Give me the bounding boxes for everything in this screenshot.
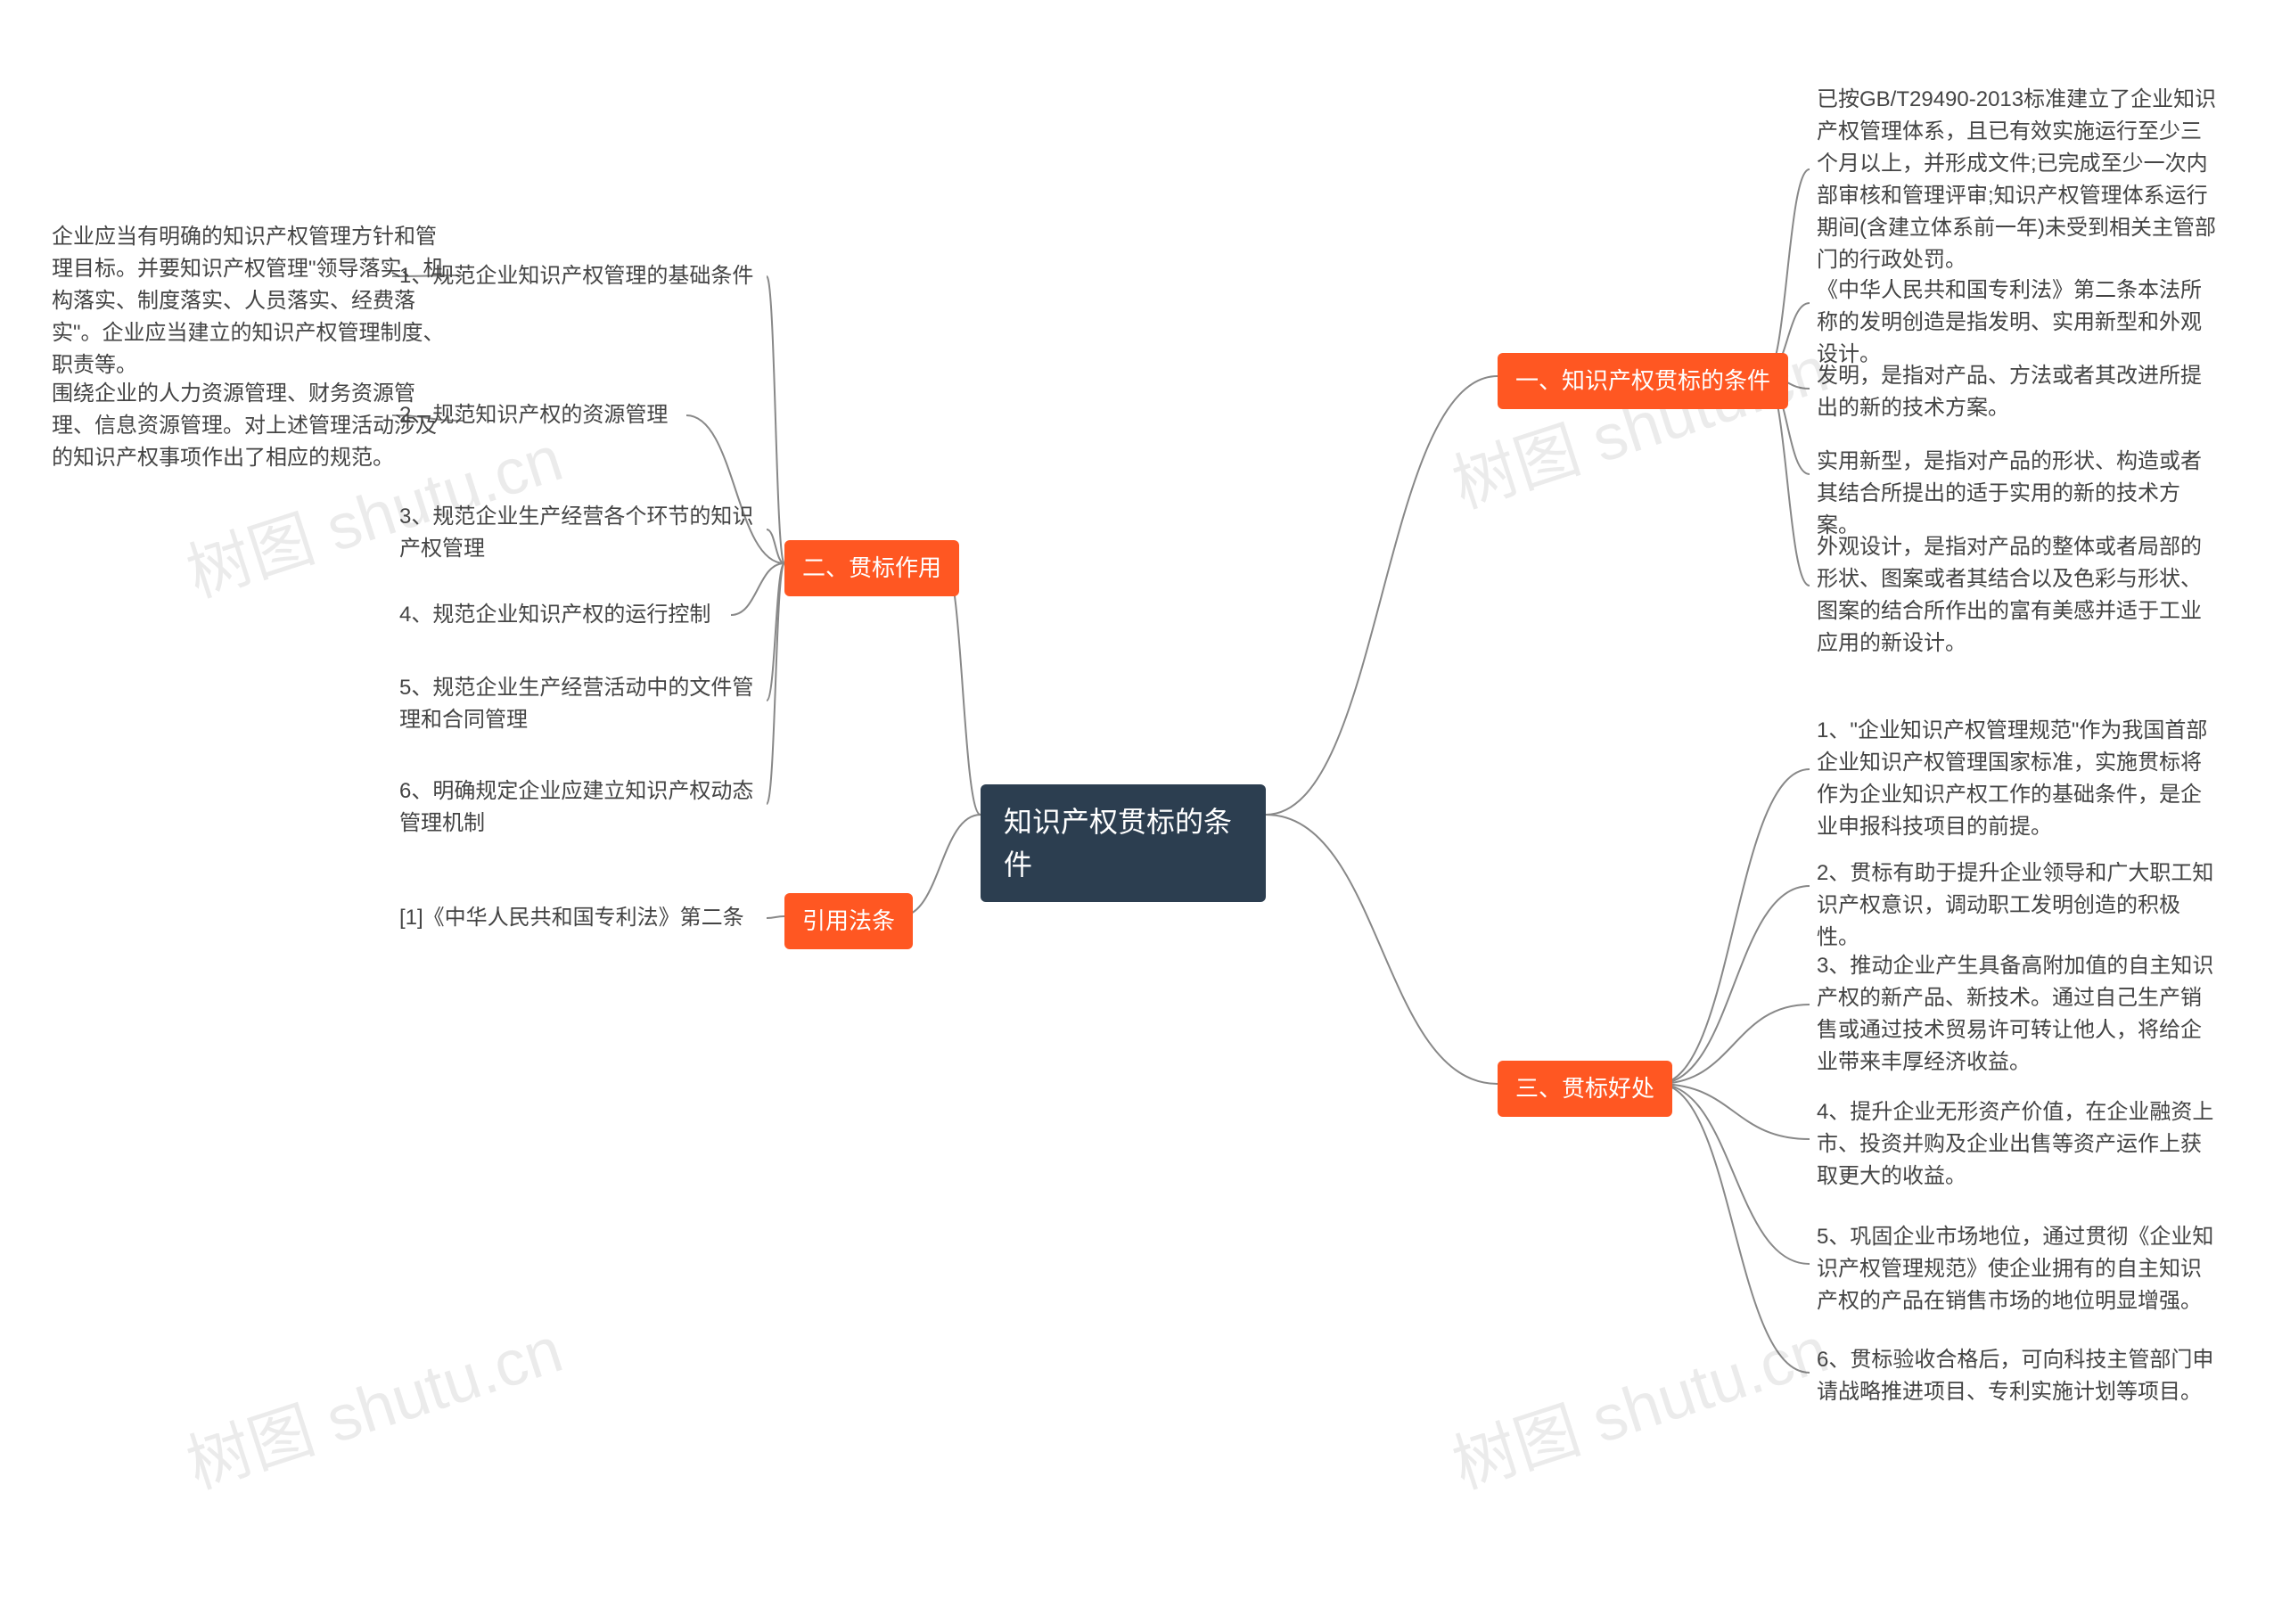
watermark-3: 树图 shutu.cn xyxy=(1439,1297,1837,1506)
right-leaf-1-0: 1、"企业知识产权管理规范"作为我国首部企业知识产权管理国家标准，实施贯标将作为… xyxy=(1810,711,2229,847)
left-leaf-0-0-0: 企业应当有明确的知识产权管理方针和管理目标。并要知识产权管理"领导落实、机构落实… xyxy=(45,217,464,385)
right-branch-0: 一、知识产权贯标的条件 xyxy=(1498,353,1788,409)
right-leaf-0-2: 发明，是指对产品、方法或者其改进所提出的新的技术方案。 xyxy=(1810,357,2229,428)
left-leaf-0-3: 4、规范企业知识产权的运行控制 xyxy=(392,595,731,635)
right-branch-1: 三、贯标好处 xyxy=(1498,1061,1672,1117)
right-leaf-1-4: 5、巩固企业市场地位，通过贯彻《企业知识产权管理规范》使企业拥有的自主知识产权的… xyxy=(1810,1218,2229,1321)
right-leaf-1-2: 3、推动企业产生具备高附加值的自主知识产权的新产品、新技术。通过自己生产销售或通… xyxy=(1810,947,2229,1082)
left-leaf-0-2: 3、规范企业生产经营各个环节的知识产权管理 xyxy=(392,497,767,569)
left-branch-1: 引用法条 xyxy=(784,893,913,949)
left-leaf-0-4: 5、规范企业生产经营活动中的文件管理和合同管理 xyxy=(392,668,767,740)
root-node: 知识产权贯标的条件 xyxy=(981,784,1266,902)
right-leaf-1-1: 2、贯标有助于提升企业领导和广大职工知识产权意识，调动职工发明创造的积极性。 xyxy=(1810,854,2229,957)
left-leaf-0-5: 6、明确规定企业应建立知识产权动态管理机制 xyxy=(392,772,767,843)
left-branch-0: 二、贯标作用 xyxy=(784,540,959,596)
watermark-2: 树图 shutu.cn xyxy=(1439,316,1837,526)
watermark-1: 树图 shutu.cn xyxy=(173,1297,571,1506)
right-leaf-0-4: 外观设计，是指对产品的整体或者局部的形状、图案或者其结合以及色彩与形状、图案的结… xyxy=(1810,528,2229,663)
right-leaf-1-5: 6、贯标验收合格后，可向科技主管部门申请战略推进项目、专利实施计划等项目。 xyxy=(1810,1341,2229,1412)
left-leaf-0-1-0: 围绕企业的人力资源管理、财务资源管理、信息资源管理。对上述管理活动涉及的知识产权… xyxy=(45,374,464,478)
right-leaf-1-3: 4、提升企业无形资产价值，在企业融资上市、投资并购及企业出售等资产运作上获取更大… xyxy=(1810,1093,2229,1196)
left-leaf-1-0: [1]《中华人民共和国专利法》第二条 xyxy=(392,898,767,938)
right-leaf-0-0: 已按GB/T29490-2013标准建立了企业知识产权管理体系，且已有效实施运行… xyxy=(1810,80,2229,280)
